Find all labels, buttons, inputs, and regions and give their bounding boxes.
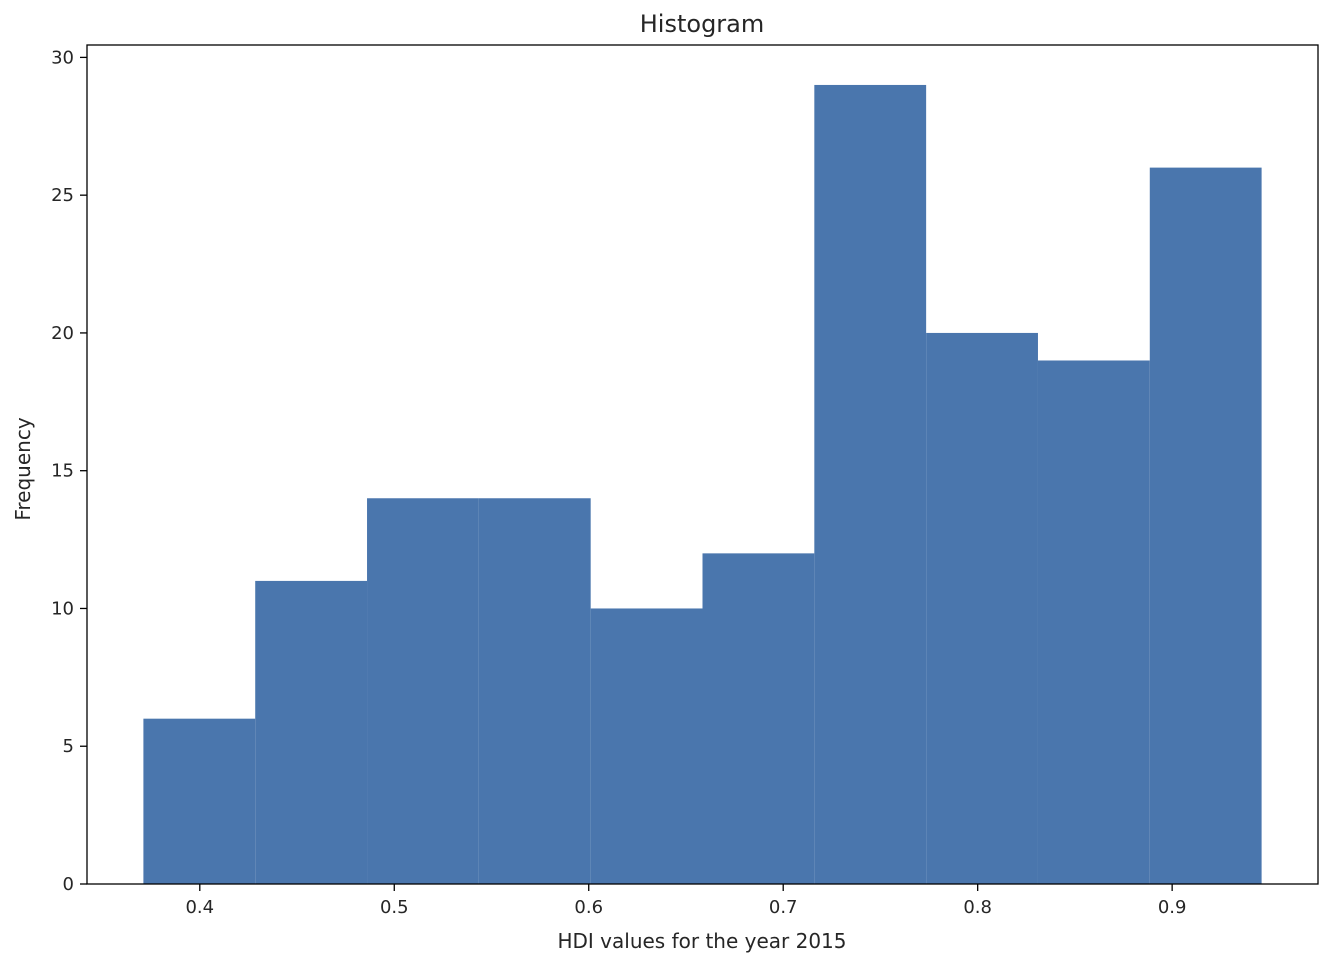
x-tick-label: 0.4: [185, 897, 214, 918]
y-tick-label: 0: [63, 874, 74, 895]
y-tick-label: 30: [51, 47, 74, 68]
y-axis-label: Frequency: [11, 417, 35, 520]
y-tick-label: 15: [51, 461, 74, 482]
x-axis-label: HDI values for the year 2015: [557, 929, 846, 953]
histogram-bar-6: [702, 553, 815, 884]
bars-group: [143, 84, 1262, 884]
x-tick-label: 0.5: [380, 897, 409, 918]
histogram-bar-8: [926, 332, 1038, 884]
histogram-bar-10: [1149, 167, 1262, 884]
x-tick-label: 0.8: [963, 897, 992, 918]
y-tick-label: 10: [51, 598, 74, 619]
y-tick-label: 5: [63, 736, 74, 757]
y-axis: 0 5 10 15 20 25 30: [51, 47, 87, 895]
x-tick-label: 0.7: [769, 897, 798, 918]
histogram-bar-1: [143, 718, 256, 884]
histogram-bar-3: [367, 498, 479, 884]
y-tick-label: 20: [51, 323, 74, 344]
chart-title: Histogram: [640, 10, 765, 38]
histogram-bar-4: [478, 498, 591, 884]
histogram-bar-9: [1037, 360, 1150, 884]
x-axis: 0.4 0.5 0.6 0.7 0.8 0.9: [185, 884, 1186, 918]
histogram-bar-2: [255, 580, 368, 884]
plot-frame: [86, 44, 1319, 885]
histogram-bar-7: [814, 84, 927, 884]
y-tick-label: 25: [51, 185, 74, 206]
x-tick-label: 0.9: [1158, 897, 1187, 918]
histogram-bar-5: [590, 608, 703, 884]
x-tick-label: 0.6: [574, 897, 603, 918]
